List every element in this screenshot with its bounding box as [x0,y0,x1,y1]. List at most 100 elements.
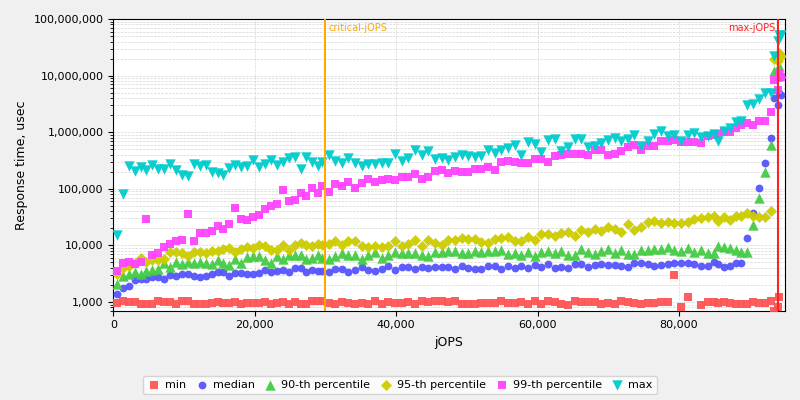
99-th percentile [775,74,788,80]
min [265,300,278,307]
median [718,264,730,270]
min [241,300,254,306]
median [176,271,189,278]
min [194,301,206,307]
max [335,160,348,166]
90-th percentile [502,250,514,257]
99-th percentile [729,125,742,132]
max [482,147,494,153]
90-th percentile [422,252,434,259]
90-th percentile [775,70,788,76]
90-th percentile [522,248,534,255]
min [741,301,754,308]
median [335,266,348,273]
95-th percentile [429,240,442,246]
95-th percentile [223,245,236,252]
90-th percentile [628,251,641,257]
90-th percentile [235,260,248,266]
99-th percentile [608,151,621,158]
median [628,260,641,266]
median [469,265,482,272]
99-th percentile [306,185,319,191]
95-th percentile [771,58,784,64]
99-th percentile [382,176,394,182]
90-th percentile [158,260,170,266]
99-th percentile [542,159,554,165]
max [694,134,707,140]
95-th percentile [642,219,654,225]
max [595,140,608,146]
max [628,132,641,138]
90-th percentile [288,252,301,258]
max [395,158,408,164]
95-th percentile [765,208,778,214]
95-th percentile [315,242,328,248]
95-th percentile [182,252,194,259]
95-th percentile [723,217,736,224]
90-th percentile [758,168,771,175]
min [176,298,189,304]
max [429,156,442,162]
95-th percentile [435,241,448,248]
99-th percentile [211,222,224,229]
90-th percentile [771,72,784,79]
99-th percentile [555,152,568,158]
min [429,298,442,304]
90-th percentile [206,261,218,268]
max [555,148,568,154]
min [182,298,194,304]
median [555,264,568,270]
99-th percentile [116,260,129,266]
99-th percentile [402,174,414,180]
99-th percentile [575,151,588,157]
99-th percentile [562,150,574,157]
median [711,260,724,267]
95-th percentile [194,248,206,255]
median [582,264,594,270]
95-th percentile [342,238,355,244]
max [495,147,508,154]
median [442,264,454,270]
min [482,300,494,306]
90-th percentile [265,260,278,266]
Y-axis label: Response time, usec: Response time, usec [15,100,28,230]
max [773,32,786,38]
median [211,269,224,275]
median [702,263,714,269]
95-th percentile [634,224,647,230]
90-th percentile [395,250,408,256]
min [775,321,788,328]
90-th percentile [187,260,200,266]
min [694,301,707,308]
90-th percentile [110,281,123,287]
max [110,232,123,238]
95-th percentile [622,221,634,228]
min [462,300,474,307]
max [765,90,778,96]
99-th percentile [187,238,200,244]
max [349,160,362,167]
95-th percentile [522,234,534,240]
99-th percentile [771,87,784,94]
90-th percentile [548,250,561,256]
max [170,167,182,174]
max [206,168,218,175]
median [475,266,488,272]
min [369,298,382,304]
99-th percentile [110,268,123,274]
95-th percentile [773,50,786,56]
min [128,299,141,306]
median [522,265,534,271]
min [475,300,488,306]
min [662,299,674,305]
99-th percentile [206,228,218,234]
max [634,142,647,149]
median [375,266,388,272]
median [753,185,766,191]
max [116,191,129,198]
max [668,132,681,138]
max [389,151,402,158]
99-th percentile [158,244,170,250]
90-th percentile [668,247,681,253]
min [134,301,147,307]
